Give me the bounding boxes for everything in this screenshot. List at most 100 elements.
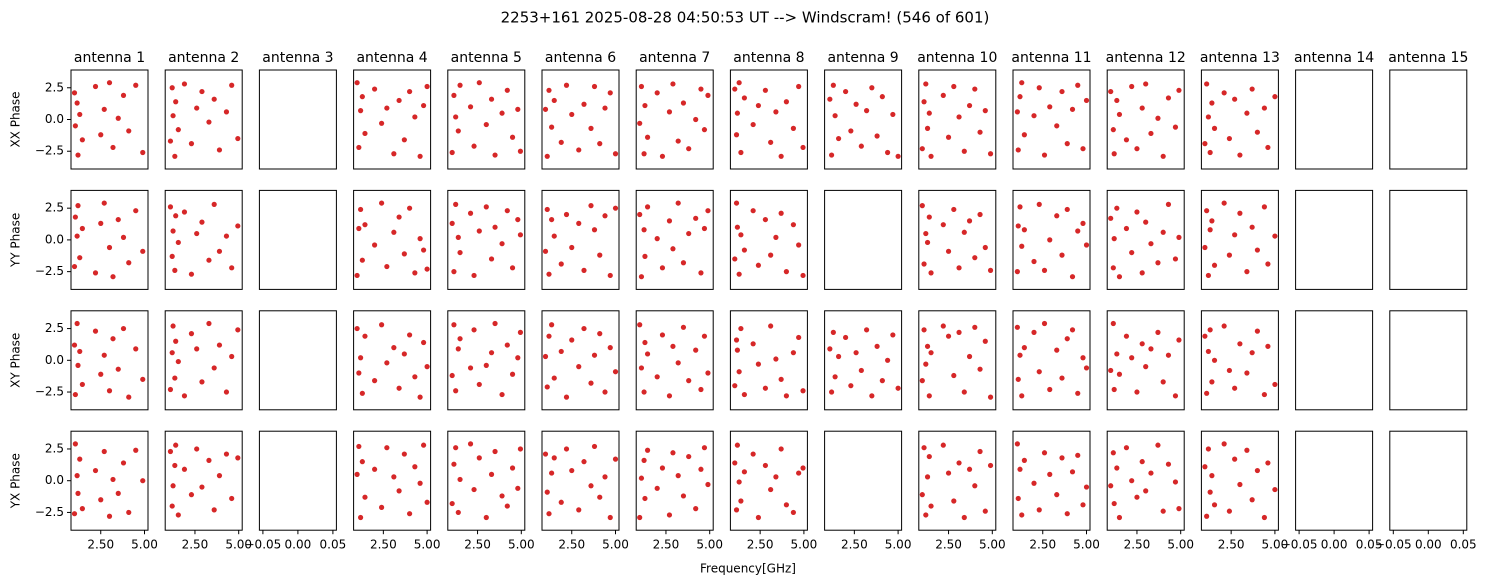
point [1148, 130, 1154, 137]
point [509, 265, 516, 271]
point [173, 442, 179, 448]
point [449, 149, 455, 156]
point [551, 375, 557, 381]
point [457, 249, 463, 256]
antenna-title: antenna 5 [451, 50, 522, 66]
point [229, 82, 235, 88]
point [843, 334, 849, 341]
point [738, 149, 744, 156]
point [923, 81, 929, 87]
panel-frame [635, 69, 714, 170]
panel-frame [1012, 430, 1091, 531]
point [738, 498, 744, 504]
point [1111, 236, 1117, 242]
point [1139, 341, 1145, 347]
point [1160, 379, 1166, 385]
point [115, 216, 121, 223]
point [421, 247, 427, 253]
point [733, 507, 740, 513]
point [869, 85, 875, 91]
point [362, 222, 368, 228]
point [455, 346, 461, 352]
point [379, 504, 385, 510]
point [734, 224, 741, 230]
point [698, 386, 704, 393]
point [945, 333, 952, 339]
point [359, 459, 365, 465]
point [98, 497, 104, 503]
point [75, 203, 81, 209]
point [504, 503, 510, 509]
y-axis-label: YY Phase [9, 213, 23, 268]
point [800, 272, 806, 279]
point [1069, 327, 1076, 333]
point [654, 485, 660, 491]
point [515, 485, 521, 491]
point [181, 466, 188, 472]
panel-frame [635, 310, 714, 411]
point [1036, 201, 1042, 207]
point [1129, 478, 1135, 484]
point [1202, 333, 1208, 339]
panel-frame [258, 189, 337, 290]
point [890, 111, 896, 118]
point [1114, 351, 1120, 357]
point [1226, 135, 1232, 142]
panel-frame [447, 69, 526, 170]
point [467, 365, 474, 371]
point [783, 393, 790, 399]
point [1017, 94, 1023, 100]
point [1211, 262, 1218, 268]
point [1176, 337, 1182, 343]
point [517, 232, 524, 238]
point [569, 111, 575, 118]
point [607, 90, 613, 96]
point [175, 512, 181, 518]
point [1204, 390, 1210, 396]
panel-frame [258, 69, 337, 170]
point [1211, 357, 1218, 363]
panel-frame [1295, 430, 1374, 531]
point [417, 480, 423, 486]
point [686, 146, 692, 152]
panel-frame [918, 189, 997, 290]
x-tick-label: 5.00 [508, 538, 535, 552]
panel-frame [70, 430, 149, 531]
point [588, 203, 594, 209]
point [455, 509, 461, 516]
point [372, 378, 378, 384]
y-tick-label: 0.0 [45, 112, 64, 126]
point [362, 130, 368, 137]
point [1244, 110, 1250, 116]
point [693, 347, 699, 353]
point [768, 323, 774, 329]
point [1254, 328, 1260, 334]
point [546, 333, 552, 339]
point [1265, 144, 1271, 151]
point [858, 143, 864, 149]
point [359, 390, 365, 396]
panel-frame [1012, 69, 1091, 170]
point [106, 388, 113, 394]
point [558, 499, 564, 505]
point [836, 135, 842, 142]
point [762, 385, 769, 391]
antenna-title: antenna 13 [1200, 50, 1280, 66]
point [1176, 234, 1182, 240]
panel-frame [1389, 189, 1468, 290]
point [412, 114, 418, 120]
panel-frame [1295, 69, 1374, 170]
point [170, 323, 176, 329]
panel-frame [1106, 69, 1185, 170]
point [1226, 508, 1232, 514]
point [1054, 213, 1060, 219]
point [1069, 106, 1076, 112]
point [977, 366, 983, 372]
point [169, 503, 175, 509]
point [736, 369, 742, 375]
panel-frame [729, 430, 808, 531]
point [987, 394, 994, 400]
point [829, 152, 835, 158]
point [732, 86, 738, 92]
point [612, 205, 619, 211]
